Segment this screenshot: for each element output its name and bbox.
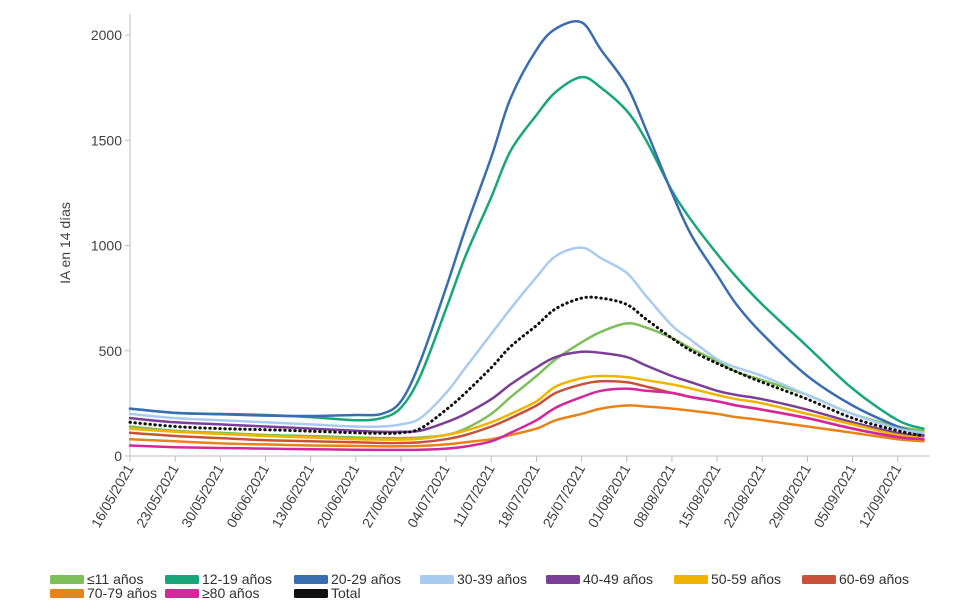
legend: ≤11 años 12-19 años 20-29 años 30-39 años 40… [50, 571, 909, 601]
x-tick-label: 18/07/2021 [494, 461, 543, 530]
legend-swatch [420, 575, 454, 584]
series-line [128, 20, 925, 437]
x-tick-label: 13/06/2021 [268, 461, 317, 530]
series-line [128, 350, 925, 438]
y-tick-label: 0 [114, 448, 122, 464]
x-tick-label: 05/09/2021 [810, 461, 859, 530]
legend-label: 50-59 años [711, 571, 781, 587]
x-tick-label: 08/08/2021 [630, 461, 679, 530]
legend-swatch [165, 575, 199, 584]
x-tick-label: 06/06/2021 [223, 461, 272, 530]
x-tick-label: 25/07/2021 [539, 461, 588, 530]
x-axis: 16/05/202123/05/202130/05/202106/06/2021… [88, 455, 930, 530]
legend-swatch [546, 575, 580, 584]
x-tick-label: 16/05/2021 [88, 461, 137, 530]
legend-label: ≥80 años [202, 585, 260, 601]
x-tick-label: 04/07/2021 [404, 461, 453, 530]
series-line [128, 322, 925, 440]
legend-swatch [674, 575, 708, 584]
legend-swatch [50, 575, 84, 584]
legend-label: 40-49 años [583, 571, 653, 587]
y-tick-label: 2000 [91, 27, 122, 43]
series-line [128, 404, 925, 448]
legend-swatch [294, 589, 328, 598]
legend-swatch [802, 575, 836, 584]
x-tick-label: 20/06/2021 [314, 461, 363, 530]
x-tick-label: 11/07/2021 [450, 461, 498, 529]
legend-label: Total [331, 585, 361, 601]
series-line [128, 246, 925, 435]
x-tick-label: 15/08/2021 [675, 461, 724, 530]
legend-swatch [294, 575, 328, 584]
series-line [128, 75, 925, 430]
series-line [128, 374, 925, 441]
x-tick-label: 23/05/2021 [133, 461, 182, 530]
x-tick-label: 12/09/2021 [855, 461, 904, 530]
y-axis-label: IA en 14 días [57, 202, 73, 284]
x-tick-label: 22/08/2021 [720, 461, 769, 530]
x-tick-label: 01/08/2021 [584, 461, 633, 530]
y-axis: 0 500 1000 1500 2000 [91, 14, 131, 464]
x-tick-label: 29/08/2021 [765, 461, 814, 530]
series-line [128, 295, 925, 438]
series-line [128, 387, 925, 452]
y-tick-label: 1000 [91, 238, 122, 254]
y-tick-label: 1500 [91, 132, 122, 148]
y-tick-label: 500 [99, 343, 123, 359]
legend-label: 70-79 años [87, 585, 157, 601]
legend-label: 20-29 años [331, 571, 401, 587]
legend-label: 60-69 años [839, 571, 909, 587]
legend-label: 30-39 años [457, 571, 527, 587]
legend-swatch [165, 589, 199, 598]
x-tick-label: 27/06/2021 [359, 461, 408, 530]
legend-label: 12-19 años [202, 571, 272, 587]
x-tick-label: 30/05/2021 [178, 461, 227, 530]
legend-label: ≤11 años [87, 571, 143, 587]
legend-swatch [50, 589, 84, 598]
series-lines [128, 20, 925, 452]
